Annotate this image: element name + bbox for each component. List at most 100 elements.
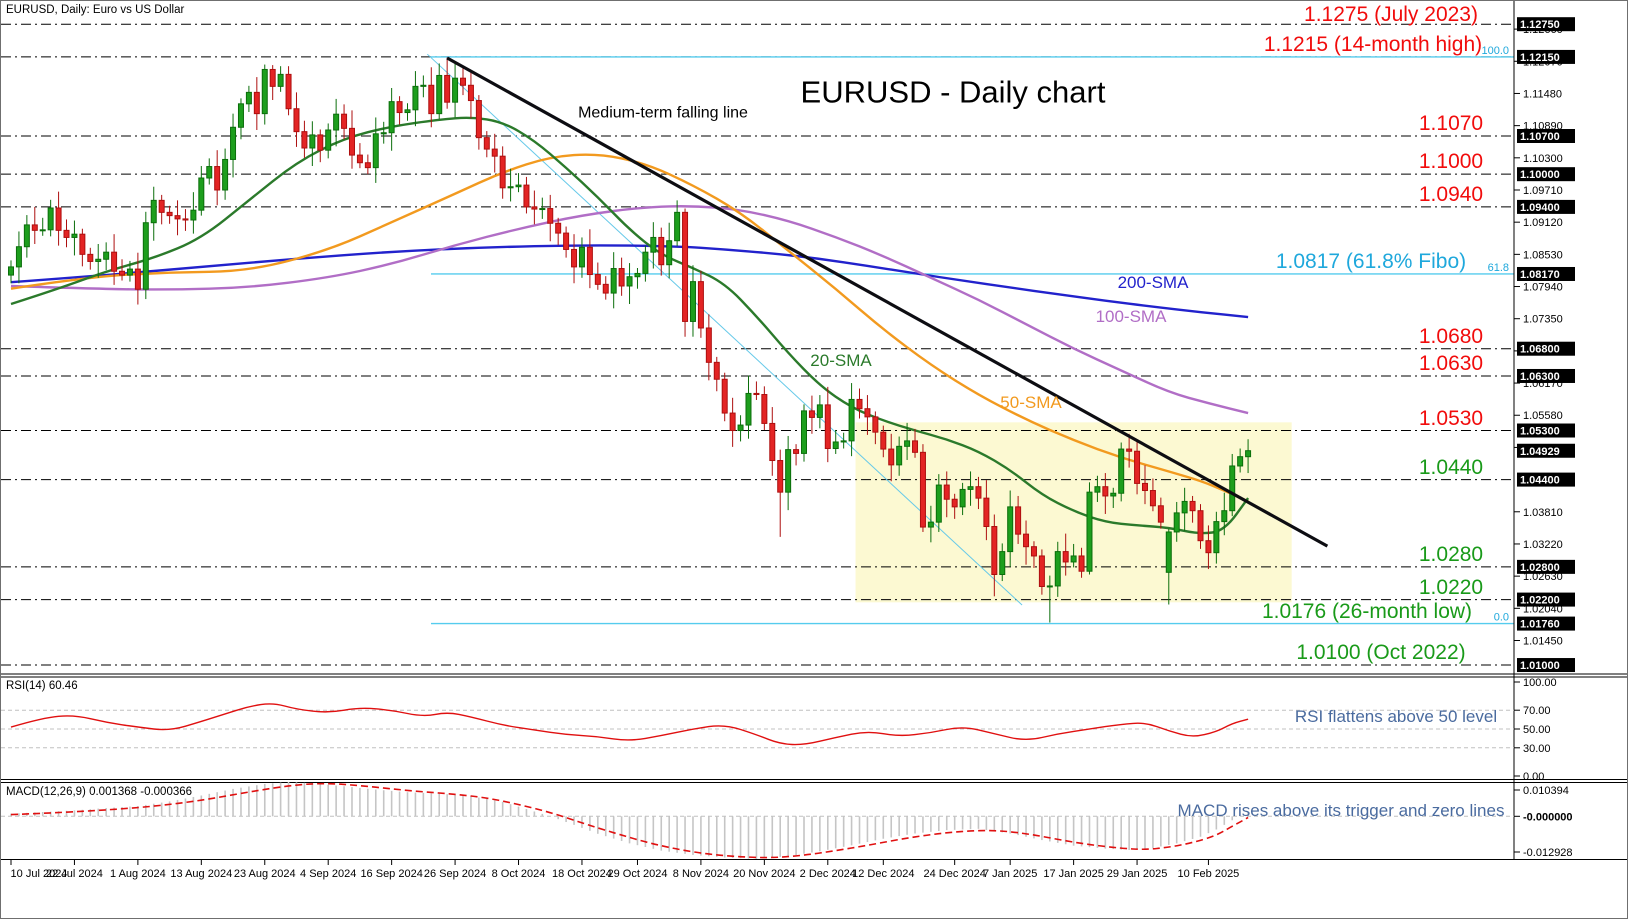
sma50-label: 50-SMA (1000, 393, 1062, 413)
svg-text:0.0: 0.0 (1494, 612, 1509, 624)
rsi-panel: 100.00 70.00 50.00 30.00 0.00 (1, 677, 1557, 783)
svg-text:1.09400: 1.09400 (1520, 202, 1560, 214)
level-label-1-0680: 1.0680 (1418, 324, 1484, 348)
candlestick-layer (8, 57, 1252, 623)
level-label-1-1275: 1.1275 (July 2023) (1304, 2, 1478, 26)
svg-text:18 Oct 2024: 18 Oct 2024 (552, 868, 612, 880)
chart-symbol-title: EURUSD, Daily: Euro vs US Dollar (6, 4, 185, 16)
price-axis-badge: 1.02800 (1517, 559, 1575, 574)
svg-text:23 Aug 2024: 23 Aug 2024 (234, 868, 296, 880)
svg-text:1.03220: 1.03220 (1523, 539, 1563, 551)
svg-text:1.11480: 1.11480 (1523, 88, 1562, 100)
sma50-line (10, 153, 1249, 503)
price-axis-badge: 1.04400 (1517, 472, 1575, 487)
price-axis-badge: 1.06300 (1517, 368, 1575, 383)
medium-term-falling-line (446, 56, 1329, 548)
svg-text:1.03810: 1.03810 (1523, 507, 1563, 519)
price-axis-badge: 1.01000 (1517, 658, 1575, 673)
svg-text:8 Nov 2024: 8 Nov 2024 (673, 868, 729, 880)
svg-text:1.05300: 1.05300 (1520, 426, 1560, 438)
svg-text:13 Aug 2024: 13 Aug 2024 (170, 868, 232, 880)
price-axis: 1.126601.120701.114801.108901.103001.097… (1513, 1, 1563, 859)
svg-text:1.12750: 1.12750 (1520, 19, 1560, 31)
svg-text:22 Jul 2024: 22 Jul 2024 (46, 868, 103, 880)
svg-text:1.10700: 1.10700 (1520, 131, 1560, 143)
price-axis-badge: 1.08170 (1517, 266, 1575, 281)
panel-separators (1, 673, 1627, 860)
svg-text:1.06300: 1.06300 (1520, 371, 1560, 383)
sma100-label: 100-SMA (1095, 307, 1167, 327)
chart-main-title: EURUSD - Daily chart (800, 74, 1106, 110)
price-axis-badge: 1.09400 (1517, 199, 1575, 214)
macd-note: MACD rises above its trigger and zero li… (1177, 801, 1505, 821)
level-label-1-0630: 1.0630 (1418, 351, 1484, 375)
svg-text:1.04400: 1.04400 (1520, 475, 1560, 487)
level-label-1-1215: 1.1215 (14-month high) (1263, 32, 1483, 56)
svg-text:70.00: 70.00 (1523, 705, 1551, 717)
svg-text:-0.000000: -0.000000 (1523, 811, 1573, 823)
svg-text:29 Jan 2025: 29 Jan 2025 (1107, 868, 1168, 880)
svg-text:1.08170: 1.08170 (1520, 269, 1560, 281)
svg-text:1.02800: 1.02800 (1520, 562, 1560, 574)
rsi-note: RSI flattens above 50 level (1294, 707, 1498, 727)
svg-text:26 Sep 2024: 26 Sep 2024 (424, 868, 486, 880)
svg-text:100.0: 100.0 (1481, 45, 1509, 57)
level-label-1-1070: 1.1070 (1418, 111, 1484, 135)
svg-text:10 Jul 2024: 10 Jul 2024 (11, 868, 68, 880)
svg-text:20 Nov 2024: 20 Nov 2024 (733, 868, 795, 880)
macd-indicator-label: MACD(12,26,9) 0.001368 -0.000366 (6, 786, 193, 798)
svg-text:61.8: 61.8 (1488, 262, 1509, 274)
svg-text:100.00: 100.00 (1523, 677, 1557, 689)
svg-text:1.01450: 1.01450 (1523, 635, 1563, 647)
svg-text:17 Jan 2025: 17 Jan 2025 (1043, 868, 1104, 880)
sma200-label: 200-SMA (1117, 273, 1189, 293)
level-lines-layer (1, 23, 1514, 666)
svg-text:7 Jan 2025: 7 Jan 2025 (983, 868, 1037, 880)
svg-text:1.01760: 1.01760 (1520, 619, 1560, 631)
svg-text:2 Dec 2024: 2 Dec 2024 (800, 868, 856, 880)
level-label-1-0220: 1.0220 (1418, 575, 1484, 599)
svg-text:1.02630: 1.02630 (1523, 571, 1563, 583)
level-label-1-0280: 1.0280 (1418, 542, 1484, 566)
rsi-indicator-label: RSI(14) 60.46 (6, 680, 78, 692)
price-axis-badge: 1.06800 (1517, 341, 1575, 356)
svg-text:8 Oct 2024: 8 Oct 2024 (492, 868, 546, 880)
svg-text:0.010394: 0.010394 (1523, 785, 1569, 797)
svg-text:30.00: 30.00 (1523, 743, 1551, 755)
trendline-label: Medium-term falling line (578, 104, 748, 122)
svg-text:10 Feb 2025: 10 Feb 2025 (1178, 868, 1240, 880)
price-axis-badge: 1.05300 (1517, 423, 1575, 438)
consolidation-highlight-box (855, 422, 1292, 603)
price-axis-badge: 1.12150 (1517, 49, 1575, 64)
svg-text:1 Aug 2024: 1 Aug 2024 (110, 868, 166, 880)
svg-text:12 Dec 2024: 12 Dec 2024 (852, 868, 914, 880)
svg-text:1.12150: 1.12150 (1520, 52, 1560, 64)
current-price-badge: 1.04929 (1517, 443, 1575, 458)
svg-text:1.09710: 1.09710 (1523, 185, 1563, 197)
level-label-1-0940: 1.0940 (1418, 182, 1484, 206)
svg-text:1.09120: 1.09120 (1523, 217, 1563, 229)
svg-text:24 Dec 2024: 24 Dec 2024 (923, 868, 985, 880)
svg-text:1.08530: 1.08530 (1523, 249, 1563, 261)
fibo-label-1-0817: 1.0817 (61.8% Fibo) (1275, 249, 1467, 273)
svg-text:0.00: 0.00 (1523, 771, 1544, 783)
svg-text:16 Sep 2024: 16 Sep 2024 (360, 868, 422, 880)
svg-text:1.10300: 1.10300 (1523, 153, 1563, 165)
svg-text:1.07940: 1.07940 (1523, 282, 1563, 294)
sma200-line (10, 244, 1249, 319)
price-axis-badge: 1.12750 (1517, 17, 1575, 32)
svg-text:-0.012928: -0.012928 (1523, 847, 1573, 859)
level-label-1-0440: 1.0440 (1418, 455, 1484, 479)
level-label-1-0100: 1.0100 (Oct 2022) (1296, 640, 1466, 664)
level-label-1-0176: 1.0176 (26-month low) (1261, 599, 1473, 623)
svg-text:1.06800: 1.06800 (1520, 344, 1560, 356)
price-axis-badge: 1.10700 (1517, 129, 1575, 143)
svg-text:4 Sep 2024: 4 Sep 2024 (300, 868, 356, 880)
price-axis-badge: 1.10000 (1517, 167, 1575, 182)
svg-text:29 Oct 2024: 29 Oct 2024 (608, 868, 668, 880)
sma20-label: 20-SMA (810, 351, 872, 371)
price-axis-badge: 1.02200 (1517, 592, 1575, 607)
